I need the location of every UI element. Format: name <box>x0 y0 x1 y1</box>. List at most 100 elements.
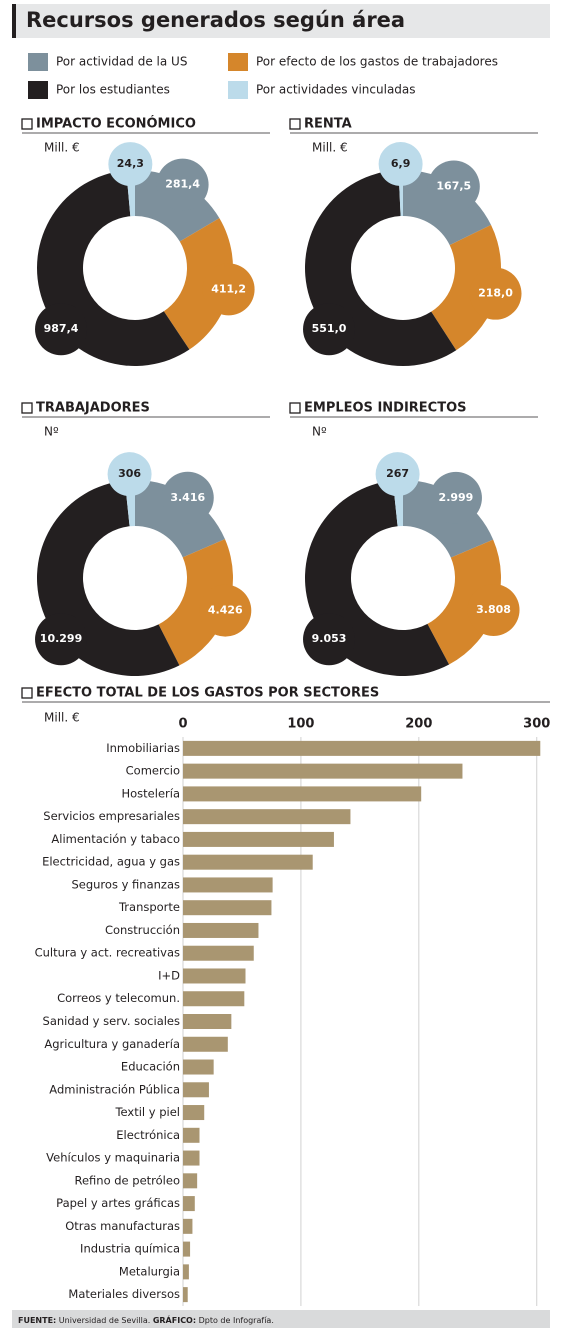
section-title: IMPACTO ECONÓMICO <box>36 116 196 132</box>
value-label: 218,0 <box>478 287 513 300</box>
bar <box>183 1241 191 1257</box>
x-tick-label: 200 <box>405 717 432 732</box>
category-label: Electricidad, agua y gas <box>42 855 180 869</box>
category-label: Administración Pública <box>49 1082 180 1096</box>
category-label: Otras manufacturas <box>65 1219 180 1233</box>
value-bubble <box>35 303 88 356</box>
title-band <box>12 4 550 38</box>
unit-label: Mill. € <box>312 141 348 155</box>
legend-label: Por los estudiantes <box>56 83 170 97</box>
value-label: 24,3 <box>117 157 144 170</box>
bar <box>183 1287 188 1303</box>
source-label: FUENTE: <box>18 1316 56 1325</box>
bar <box>183 1082 209 1098</box>
title: Recursos generados según área <box>26 8 405 32</box>
section-title: TRABAJADORES <box>36 401 150 416</box>
value-label: 9.053 <box>312 632 347 645</box>
section-title: RENTA <box>304 117 352 132</box>
category-label: Alimentación y tabaco <box>51 832 180 846</box>
category-label: Construcción <box>105 923 180 937</box>
value-bubble <box>467 583 520 636</box>
category-label: Textil y piel <box>114 1105 180 1119</box>
category-label: Agricultura y ganadería <box>44 1037 180 1051</box>
value-bubble <box>469 267 522 320</box>
category-label: Servicios empresariales <box>43 809 180 823</box>
value-label: 2.999 <box>439 491 474 504</box>
value-bubble <box>378 142 423 187</box>
category-label: Educación <box>121 1060 180 1074</box>
bar <box>183 1264 189 1280</box>
bar <box>183 991 245 1007</box>
value-bubble <box>161 471 214 524</box>
legend-label: Por actividades vinculadas <box>256 83 416 97</box>
bar <box>183 922 259 938</box>
bar <box>183 1196 195 1212</box>
unit-label: Nº <box>44 425 59 439</box>
heading-box <box>289 402 301 414</box>
category-label: Metalurgia <box>119 1264 180 1278</box>
bar <box>183 1173 198 1189</box>
credit-label: GRÁFICO: <box>153 1314 196 1325</box>
x-tick-label: 100 <box>287 717 314 732</box>
value-label: 267 <box>386 467 409 480</box>
legend-label: Por efecto de los gastos de trabajadores <box>256 55 498 69</box>
heading-box <box>21 118 33 130</box>
bar <box>183 1105 205 1121</box>
value-bubble <box>108 142 153 187</box>
value-label: 306 <box>118 467 141 480</box>
value-label: 281,4 <box>165 178 200 191</box>
bar <box>183 831 334 847</box>
bar <box>183 1150 200 1166</box>
unit-label: Mill. € <box>44 711 80 725</box>
footer: FUENTE: Universidad de Sevilla. GRÁFICO:… <box>18 1314 274 1325</box>
value-label: 4.426 <box>208 604 243 617</box>
value-label: 551,0 <box>312 322 347 335</box>
value-label: 411,2 <box>211 282 246 295</box>
category-label: Sanidad y serv. sociales <box>43 1014 180 1028</box>
donut-segment <box>431 224 501 351</box>
bar <box>183 809 351 825</box>
bar <box>183 877 273 893</box>
heading-box <box>21 687 33 699</box>
category-label: Transporte <box>118 900 180 914</box>
x-tick-label: 0 <box>178 717 187 732</box>
heading-box <box>289 118 301 130</box>
unit-label: Mill. € <box>44 141 80 155</box>
source: Universidad de Sevilla. <box>59 1316 150 1325</box>
value-bubble <box>303 303 356 356</box>
bar <box>183 1036 228 1052</box>
bar <box>183 1059 214 1075</box>
x-tick-label: 300 <box>523 717 550 732</box>
bar <box>183 763 463 779</box>
category-label: Papel y artes gráficas <box>56 1196 180 1210</box>
legend-swatch <box>28 81 48 99</box>
category-label: I+D <box>158 968 180 982</box>
donut-segment <box>163 218 233 350</box>
value-bubble <box>156 158 209 211</box>
value-bubble <box>303 613 356 666</box>
legend-label: Por actividad de la US <box>56 55 187 69</box>
credit: Dpto de Infografía. <box>199 1316 274 1325</box>
category-label: Comercio <box>126 764 180 778</box>
category-label: Refino de petróleo <box>74 1173 180 1187</box>
value-bubble <box>199 584 252 637</box>
bar <box>183 786 422 802</box>
category-label: Materiales diversos <box>68 1287 180 1301</box>
category-label: Electrónica <box>116 1128 180 1142</box>
category-label: Seguros y finanzas <box>71 877 180 891</box>
bar <box>183 945 254 961</box>
value-bubble <box>375 452 420 497</box>
value-label: 987,4 <box>44 322 79 335</box>
category-label: Inmobiliarias <box>106 741 180 755</box>
bar <box>183 854 313 870</box>
value-label: 6,9 <box>391 157 411 170</box>
category-label: Industria química <box>80 1242 180 1256</box>
category-label: Correos y telecomun. <box>57 991 180 1005</box>
section-title: EMPLEOS INDIRECTOS <box>304 401 467 416</box>
value-bubble <box>429 471 482 524</box>
legend-swatch <box>228 81 248 99</box>
bar <box>183 1127 200 1143</box>
value-label: 3.808 <box>476 603 511 616</box>
bar <box>183 1218 193 1234</box>
